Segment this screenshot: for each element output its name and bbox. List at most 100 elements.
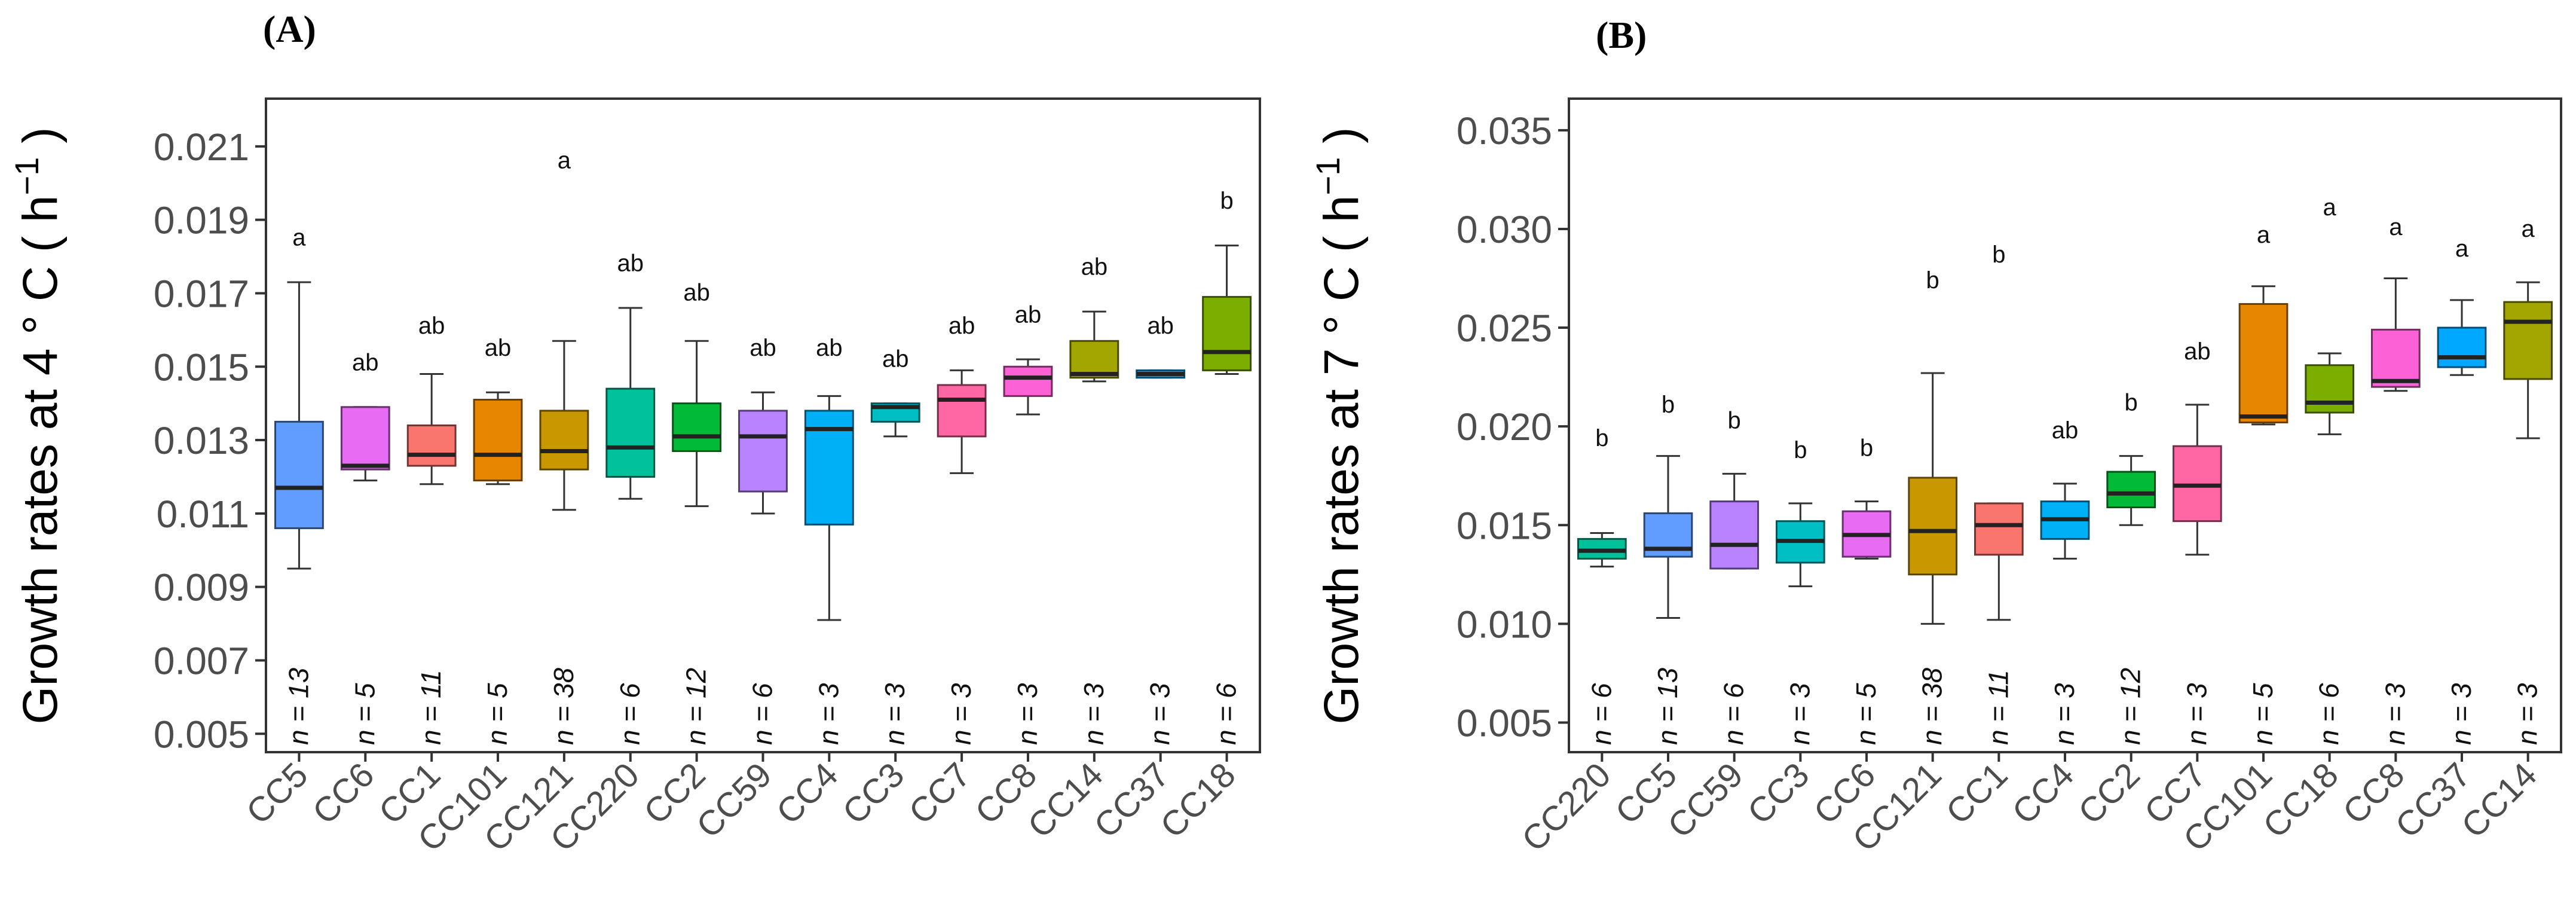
box-cc37: ab n = 3	[1136, 313, 1186, 745]
box-cc101: ab n = 5	[473, 335, 523, 745]
sample-size-label: n = 3	[2049, 683, 2080, 745]
panel-b: (B) 0.005 0.010 0.015 0.020 0.025 0.030 0.035 Gr…	[1309, 14, 2562, 859]
sample-size-label: n = 3	[2446, 683, 2477, 745]
x-tick-label: CC14	[2454, 755, 2544, 845]
box-cc121: a n = 38	[539, 148, 589, 745]
box-body	[2370, 328, 2421, 388]
significance-label: ab	[882, 346, 909, 372]
significance-label: ab	[749, 335, 776, 361]
significance-label: ab	[485, 335, 512, 361]
significance-label: ab	[1015, 302, 1042, 328]
box-cc1: b n = 11	[1974, 242, 2024, 745]
sample-size-label: n = 38	[1917, 667, 1948, 745]
sample-size-label: n = 3	[2379, 683, 2410, 745]
significance-label: ab	[418, 313, 445, 339]
box-body	[1069, 340, 1119, 379]
significance-label: a	[558, 148, 571, 174]
sample-size-label: n = 5	[349, 683, 380, 745]
box-cc14: ab n = 3	[1069, 254, 1119, 745]
significance-label: b	[1860, 435, 1873, 462]
y-tick-label: 0.013	[154, 419, 249, 462]
box-cc59: ab n = 6	[738, 335, 788, 745]
x-tick-label: CC7	[901, 755, 978, 832]
box-body	[605, 387, 656, 478]
y-axis-title-superscript: −1	[1309, 157, 1347, 196]
box-cc8: a n = 3	[2370, 214, 2421, 745]
y-tick-label: 0.025	[1457, 307, 1552, 350]
box-body	[274, 420, 324, 529]
y-axis-title-text: Growth rates at 4 ° C ( h	[13, 195, 68, 724]
box-cc101: a n = 5	[2238, 222, 2289, 745]
significance-label: ab	[2184, 338, 2211, 365]
sample-size-label: n = 3	[2181, 683, 2212, 745]
y-tick-label: 0.035	[1457, 109, 1552, 152]
x-tick-label: CC6	[305, 755, 381, 832]
sample-size-label: n = 6	[2314, 683, 2345, 745]
significance-label: ab	[816, 335, 843, 361]
sample-size-label: n = 5	[482, 683, 513, 745]
box-cc5: a n = 13	[274, 225, 324, 745]
box-cc4: ab n = 3	[804, 335, 854, 745]
box-cc18: a n = 6	[2305, 194, 2355, 745]
x-tick-label: CC37	[1087, 755, 1177, 845]
panel-a: (A) 0.005 0.007 0.009 0.011 0.013 0.015 0.017 0.…	[8, 8, 1261, 859]
sample-size-label: n = 5	[1850, 683, 1881, 745]
x-tick-label: CC2	[2071, 755, 2147, 832]
box-body	[1709, 500, 1760, 570]
box-body	[340, 406, 390, 471]
y-axis-title-suffix: )	[1314, 127, 1369, 157]
box-body	[2238, 303, 2289, 424]
x-tick-label: CC59	[689, 755, 779, 845]
significance-label: ab	[352, 349, 379, 375]
y-tick-label: 0.020	[1457, 405, 1552, 448]
sample-size-label: n = 6	[1211, 683, 1242, 745]
significance-label: a	[2389, 214, 2403, 240]
significance-label: ab	[617, 251, 644, 277]
significance-label: ab	[949, 313, 975, 339]
box-cc3: b n = 3	[1775, 437, 1825, 745]
significance-label: ab	[1081, 254, 1108, 280]
box-cc18: b n = 6	[1202, 188, 1252, 745]
sample-size-label: n = 3	[879, 683, 910, 745]
sample-size-label: n = 3	[813, 683, 844, 745]
significance-label: ab	[1147, 313, 1174, 339]
y-axis-title: Growth rates at 7 ° C ( h−1 )	[1309, 127, 1369, 725]
sample-size-label: n = 12	[681, 668, 712, 745]
sample-size-label: n = 11	[1983, 670, 2014, 745]
sample-size-label: n = 5	[2247, 683, 2278, 745]
x-tick-label: CC37	[2388, 755, 2478, 845]
sample-size-label: n = 6	[1586, 683, 1617, 745]
box-cc3: ab n = 3	[870, 346, 920, 745]
y-tick-label: 0.015	[1457, 504, 1552, 547]
box-cc7: ab n = 3	[937, 313, 987, 745]
y-tick-label: 0.010	[1457, 603, 1552, 646]
y-tick-label: 0.011	[157, 493, 249, 536]
x-tick-label: CC59	[1660, 755, 1751, 845]
box-cc220: ab n = 6	[605, 251, 656, 745]
box-body	[406, 425, 457, 467]
box-body	[1974, 502, 2024, 556]
x-tick-label: CC3	[835, 755, 911, 832]
box-body	[2437, 326, 2487, 368]
x-tick-label: CC4	[769, 755, 846, 832]
box-cc37: a n = 3	[2437, 236, 2487, 745]
box-body	[738, 410, 788, 493]
y-tick-label: 0.005	[154, 713, 249, 756]
y-axis-title-superscript: −1	[8, 157, 45, 196]
significance-label: ab	[683, 280, 710, 306]
panel-letter: (A)	[263, 8, 316, 50]
box-body	[2106, 471, 2156, 509]
box-body	[539, 410, 589, 471]
sample-size-label: n = 3	[2512, 683, 2543, 745]
sample-size-label: n = 3	[1012, 683, 1043, 745]
box-cc121: b n = 38	[1908, 267, 1958, 745]
box-body	[2503, 301, 2553, 380]
significance-label: a	[292, 225, 306, 251]
box-cc6: b n = 5	[1841, 435, 1892, 745]
sample-size-label: n = 11	[415, 670, 446, 745]
box-cc7: ab n = 3	[2172, 338, 2222, 745]
x-tick-label: CC220	[1515, 755, 1619, 859]
significance-label: b	[1595, 425, 1608, 451]
box-body	[1908, 477, 1958, 576]
